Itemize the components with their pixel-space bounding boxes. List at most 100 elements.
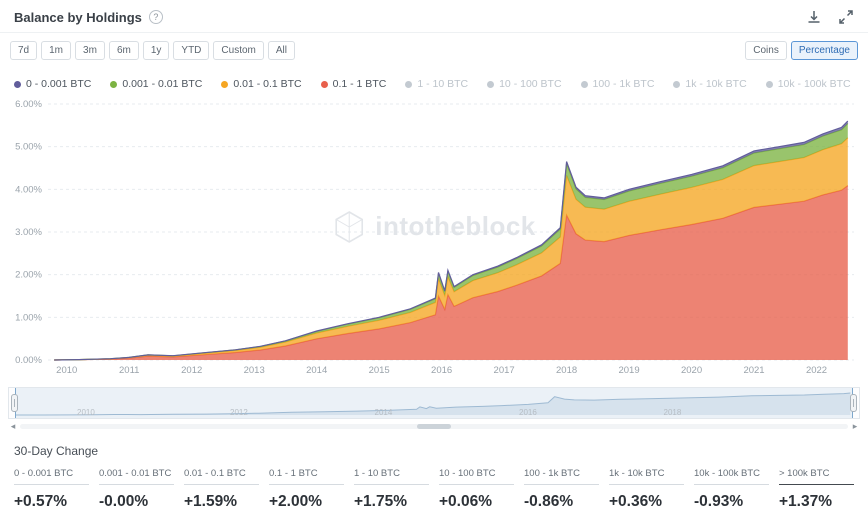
minimap-year-label: 2014 (374, 408, 393, 417)
legend-label: 1k - 10k BTC (685, 78, 747, 90)
legend-label: 10 - 100 BTC (499, 78, 562, 90)
range-selection[interactable] (15, 388, 853, 418)
svg-text:2014: 2014 (306, 365, 327, 376)
legend-item[interactable]: 0.1 - 1 BTC (320, 78, 387, 90)
legend-item[interactable]: 0.001 - 0.01 BTC (110, 78, 202, 90)
svg-text:2012: 2012 (181, 365, 202, 376)
change-column[interactable]: 1 - 10 BTC +1.75% (354, 468, 429, 511)
legend-label: 10k - 100k BTC (777, 78, 851, 90)
change-value: +2.00% (269, 493, 323, 510)
range-button-all[interactable]: All (267, 41, 295, 60)
change-label: 10k - 100k BTC (694, 468, 769, 485)
scroll-right-icon[interactable]: ▸ (852, 420, 858, 431)
svg-text:2016: 2016 (431, 365, 452, 376)
svg-text:1.00%: 1.00% (15, 312, 42, 323)
svg-text:6.00%: 6.00% (15, 99, 42, 110)
chart-area: 0.00% 1.00% 2.00% 3.00% 4.00% 5.00% 6.00% 2010 2… (0, 94, 868, 383)
legend-label: 0.001 - 0.01 BTC (122, 78, 203, 90)
download-icon[interactable] (806, 9, 822, 25)
change-value: +0.57% (14, 493, 68, 510)
legend-item[interactable]: 0.01 - 0.1 BTC (221, 78, 302, 90)
legend-dot-icon (320, 80, 328, 88)
svg-text:2010: 2010 (56, 365, 77, 376)
range-handle-right-icon[interactable] (850, 394, 857, 412)
change-value: +1.75% (354, 493, 408, 510)
minimap-year-label: 2018 (663, 408, 682, 417)
change-column[interactable]: 0.01 - 0.1 BTC +1.59% (184, 468, 259, 511)
legend-dot-icon (765, 80, 773, 88)
section-title-30-day-change: 30-Day Change (14, 444, 99, 458)
change-label: 0.01 - 0.1 BTC (184, 468, 259, 485)
legend-label: 0.1 - 1 BTC (332, 78, 387, 90)
scroll-left-icon[interactable]: ◂ (10, 420, 16, 431)
change-label: 0 - 0.001 BTC (14, 468, 89, 485)
legend-item[interactable]: 10 - 100 BTC (487, 78, 562, 90)
minimap-chart (15, 392, 851, 416)
toggle-percentage[interactable]: Percentage (790, 41, 858, 60)
svg-text:2018: 2018 (556, 365, 577, 376)
help-icon[interactable]: ? (148, 10, 163, 24)
legend-item[interactable]: 100 - 1k BTC (580, 78, 655, 90)
range-button-6m[interactable]: 6m (108, 41, 139, 60)
legend-label: 100 - 1k BTC (592, 78, 655, 90)
change-column[interactable]: 10 - 100 BTC +0.06% (439, 468, 514, 511)
minimap-year-label: 2010 (77, 408, 95, 417)
change-column[interactable]: 100 - 1k BTC -0.86% (524, 468, 599, 511)
panel-header: Balance by Holdings ? (0, 0, 868, 33)
range-handle-left-icon[interactable] (11, 394, 18, 412)
change-column[interactable]: 10k - 100k BTC -0.93% (694, 468, 769, 511)
legend-item[interactable]: 10k - 100k BTC (765, 78, 851, 90)
change-label: 1 - 10 BTC (354, 468, 429, 485)
legend-item[interactable]: 1k - 10k BTC (673, 78, 747, 90)
legend-label: 0.01 - 0.1 BTC (233, 78, 302, 90)
expand-icon[interactable] (838, 9, 854, 25)
toggle-coins[interactable]: Coins (745, 41, 787, 60)
svg-text:2013: 2013 (244, 365, 265, 376)
scrollbar-track[interactable] (20, 423, 848, 429)
range-button-1y[interactable]: 1y (142, 41, 170, 60)
range-button-3m[interactable]: 3m (75, 41, 105, 60)
range-button-7d[interactable]: 7d (10, 41, 38, 60)
page-title: Balance by Holdings (14, 9, 142, 25)
range-selector[interactable]: 2010 2012 2014 2016 2018 (8, 387, 860, 419)
change-column[interactable]: 0 - 0.001 BTC +0.57% (14, 468, 89, 511)
svg-text:2019: 2019 (618, 365, 639, 376)
legend-item[interactable]: 0 - 0.001 BTC (14, 78, 91, 90)
change-column[interactable]: 1k - 10k BTC +0.36% (609, 468, 684, 511)
range-button-1m[interactable]: 1m (41, 41, 72, 60)
main-chart[interactable]: 0.00% 1.00% 2.00% 3.00% 4.00% 5.00% 6.00% 2010 2… (2, 96, 862, 378)
change-label: 100 - 1k BTC (524, 468, 599, 485)
svg-text:2.00%: 2.00% (15, 270, 42, 281)
change-value: -0.00% (99, 493, 149, 510)
legend: 0 - 0.001 BTC 0.001 - 0.01 BTC 0.01 - 0.1 … (0, 64, 868, 94)
legend-dot-icon (221, 80, 229, 88)
chart-toolbar: 7d 1m 3m 6m 1y YTD Custom All Coins Percentage (0, 33, 868, 64)
change-column[interactable]: > 100k BTC +1.37% (779, 468, 854, 511)
legend-label: 0 - 0.001 BTC (26, 78, 92, 90)
change-column[interactable]: 0.1 - 1 BTC +2.00% (269, 468, 344, 511)
scrollbar-thumb[interactable] (417, 423, 452, 429)
change-label: > 100k BTC (779, 468, 854, 485)
minimap-year-label: 2012 (230, 408, 248, 417)
range-buttons: 7d 1m 3m 6m 1y YTD Custom All (10, 41, 295, 60)
change-value: -0.86% (524, 493, 574, 510)
legend-dot-icon (673, 80, 681, 88)
svg-text:4.00%: 4.00% (15, 184, 42, 195)
change-column[interactable]: 0.001 - 0.01 BTC -0.00% (99, 468, 174, 511)
unit-toggle: Coins Percentage (745, 41, 858, 60)
svg-text:3.00%: 3.00% (15, 227, 42, 238)
change-grid: 0 - 0.001 BTC +0.57% 0.001 - 0.01 BTC -0.00… (14, 468, 854, 511)
legend-item[interactable]: 1 - 10 BTC (405, 78, 468, 90)
svg-text:2022: 2022 (806, 365, 827, 376)
thirty-day-change-section: 30-Day Change 0 - 0.001 BTC +0.57% 0.001 -… (0, 432, 868, 517)
change-value: +1.59% (184, 493, 238, 510)
range-button-custom[interactable]: Custom (213, 41, 264, 60)
change-label: 1k - 10k BTC (609, 468, 684, 485)
change-value: +1.37% (779, 493, 833, 510)
legend-dot-icon (14, 80, 21, 88)
chart-scrollbar: ◂ ▸ (8, 420, 860, 432)
legend-dot-icon (580, 80, 588, 88)
minimap-year-label: 2016 (519, 408, 537, 417)
range-button-ytd[interactable]: YTD (173, 41, 210, 60)
